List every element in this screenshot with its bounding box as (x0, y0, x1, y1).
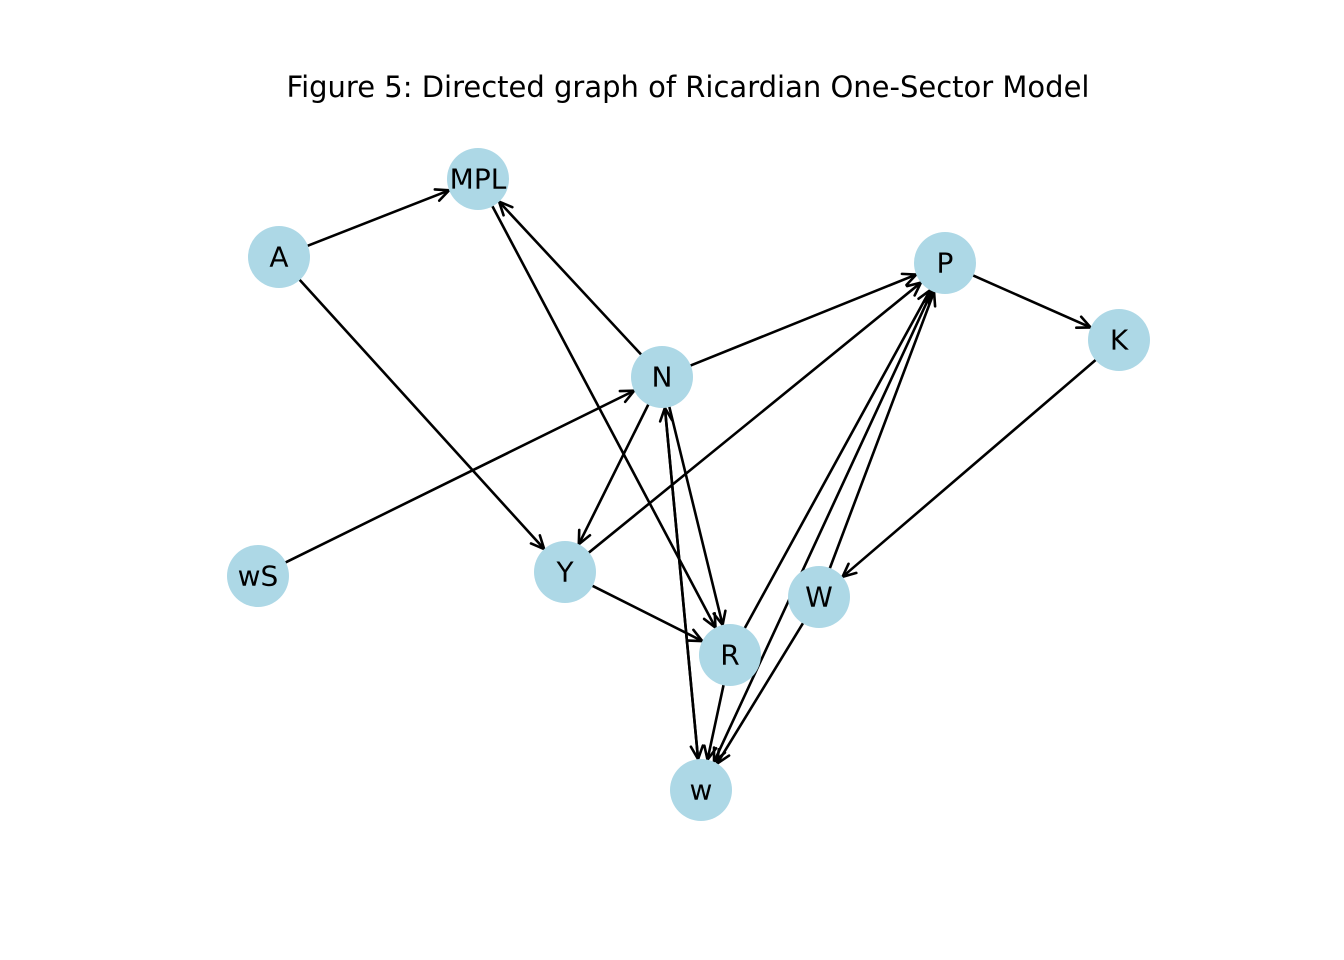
node-MPL: MPL (447, 148, 509, 210)
edge-Y-to-R (591, 584, 706, 643)
node-circle (447, 148, 509, 210)
nodes-layer: MPL A P K NwS Y W Rw (227, 148, 1150, 821)
node-Y: Y (534, 541, 596, 603)
node-A: A (248, 226, 310, 288)
edge-N-to-MPL (496, 199, 643, 356)
node-label: MPL (450, 163, 507, 196)
node-wS: wS (227, 545, 289, 607)
node-R: R (699, 624, 761, 686)
edge-W-to-P (828, 289, 937, 570)
arrowhead (577, 528, 592, 548)
arrowhead (529, 534, 547, 552)
node-label: wS (238, 560, 279, 593)
node-circle (699, 624, 761, 686)
node-w: w (670, 759, 732, 821)
edge-K-to-W (840, 358, 1097, 579)
node-label: A (269, 241, 288, 274)
node-label: w (690, 774, 713, 807)
node-circle (1088, 309, 1150, 371)
node-N: N (631, 346, 693, 408)
node-circle (788, 566, 850, 628)
node-circle (248, 226, 310, 288)
node-label: Y (555, 556, 574, 589)
arrowhead (686, 628, 706, 643)
edge-A-to-Y (298, 278, 547, 552)
edge-A-to-MPL (306, 188, 453, 247)
edge-N-to-P (689, 272, 920, 367)
edge-MPL-to-R (491, 205, 717, 631)
node-label: K (1110, 324, 1129, 357)
arrowhead (840, 562, 858, 579)
node-P: P (914, 232, 976, 294)
node-circle (631, 346, 693, 408)
edge-Y-to-P (587, 280, 924, 554)
edge-P-to-K (972, 274, 1094, 329)
node-circle (670, 759, 732, 821)
node-label: R (720, 639, 739, 672)
node-circle (227, 545, 289, 607)
edge-N-to-Y (577, 403, 650, 548)
node-label: P (937, 247, 954, 280)
node-K: K (1088, 309, 1150, 371)
node-label: N (652, 361, 673, 394)
edges-layer (284, 188, 1097, 767)
node-circle (534, 541, 596, 603)
node-W: W (788, 566, 850, 628)
arrowhead (703, 744, 718, 763)
figure-title: Figure 5: Directed graph of Ricardian On… (286, 70, 1090, 104)
edge-R-to-w (703, 684, 725, 763)
node-label: W (805, 581, 833, 614)
node-circle (914, 232, 976, 294)
